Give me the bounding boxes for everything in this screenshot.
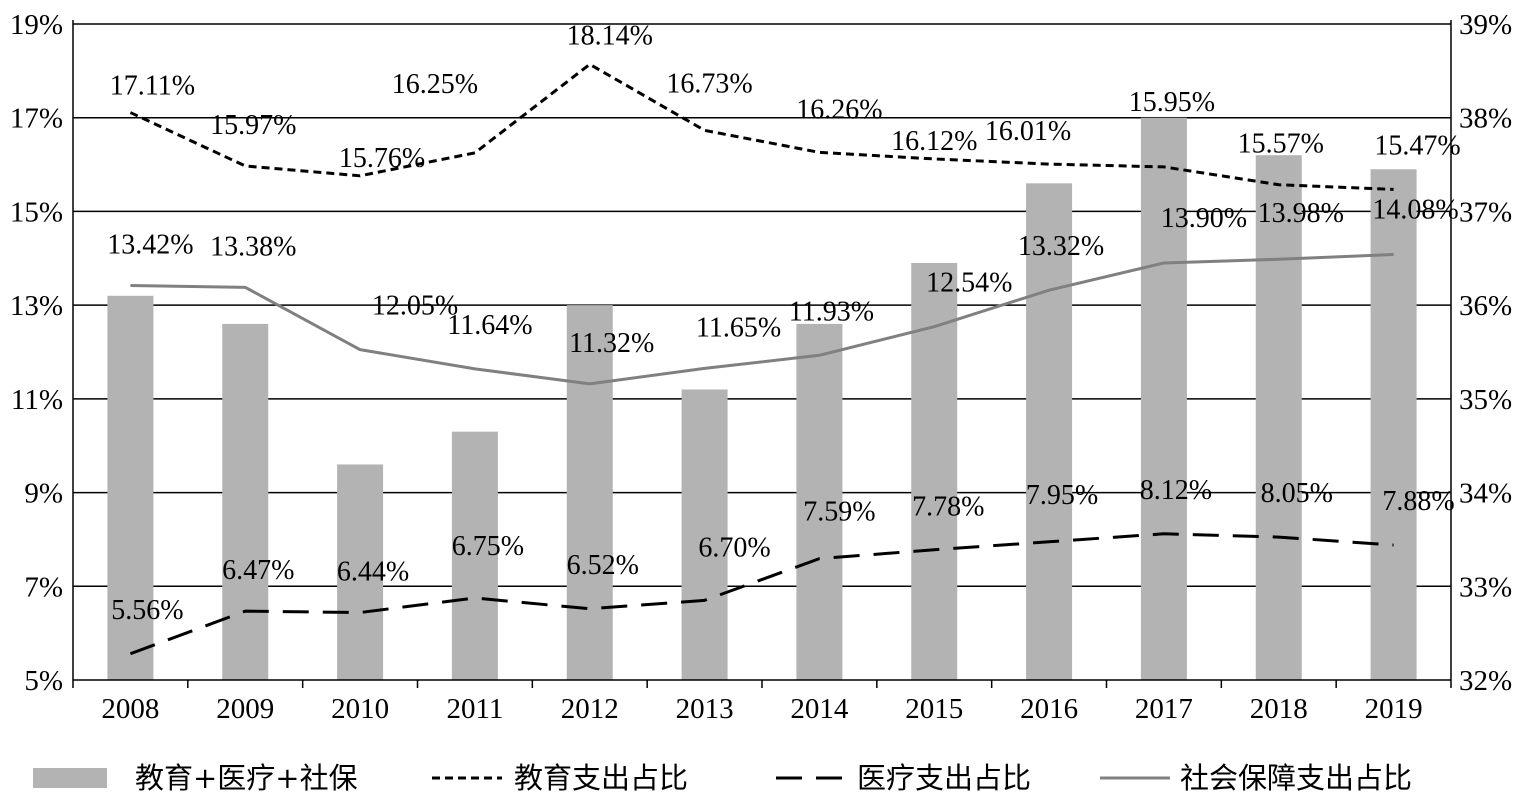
y-right-tick-label: 33%	[1459, 571, 1512, 603]
data-labels: 17.11% 15.97% 15.76% 16.25% 18.14% 16.73% 16.2…	[107, 20, 1460, 625]
x-tick-label: 2014	[790, 693, 849, 725]
x-tick-label: 2009	[216, 693, 274, 725]
y-right-tick-label: 36%	[1459, 290, 1512, 322]
series-line	[130, 253, 1394, 386]
line-series	[129, 62, 1394, 656]
bar	[911, 262, 958, 680]
data-label: 7.78%	[912, 492, 984, 523]
data-label: 12.54%	[926, 268, 1012, 299]
y-right-tick-label: 32%	[1459, 665, 1512, 697]
data-label: 6.75%	[452, 531, 524, 562]
data-label: 8.12%	[1140, 475, 1212, 506]
legend-label: 教育支出占比	[514, 761, 688, 795]
y-left-tick-label: 11%	[11, 384, 63, 416]
data-label: 16.73%	[666, 68, 752, 99]
data-label: 8.05%	[1261, 478, 1333, 509]
data-label: 7.88%	[1382, 486, 1454, 517]
bar	[107, 295, 154, 680]
data-label: 7.59%	[803, 497, 875, 528]
x-tick-label: 2012	[561, 693, 619, 725]
data-label: 18.14%	[567, 20, 653, 51]
series-line	[129, 62, 1394, 191]
data-label: 6.70%	[698, 532, 770, 563]
data-label: 15.95%	[1129, 87, 1215, 118]
y-left-tick-label: 17%	[10, 103, 63, 135]
data-label: 11.32%	[569, 328, 654, 359]
axes: 5% 7% 9% 11% 13% 15% 17% 19% 32% 33% 34% 35% 36% 37% 3…	[10, 9, 1512, 725]
data-label: 13.38%	[210, 231, 296, 262]
y-left-tick-label: 9%	[24, 478, 63, 510]
data-label: 7.95%	[1026, 480, 1098, 511]
x-tick-label: 2019	[1365, 693, 1423, 725]
y-right-tick-label: 35%	[1459, 384, 1512, 416]
data-label: 13.32%	[1018, 231, 1104, 262]
bar	[566, 305, 613, 680]
y-right-tick-label: 38%	[1459, 103, 1512, 135]
bar	[222, 323, 269, 680]
y-left-tick-label: 5%	[24, 665, 63, 697]
data-label: 6.52%	[567, 550, 639, 581]
data-label: 15.57%	[1238, 129, 1324, 160]
y-right-tick-label: 37%	[1459, 196, 1512, 228]
data-label: 13.90%	[1161, 203, 1247, 234]
y-left-tick-label: 13%	[10, 290, 63, 322]
y-right-tick-label: 39%	[1459, 9, 1512, 41]
x-tick-label: 2011	[446, 693, 503, 725]
bar	[337, 464, 384, 680]
data-label: 12.05%	[372, 291, 458, 322]
data-label: 16.26%	[796, 94, 882, 125]
bar	[1026, 183, 1073, 681]
data-label: 16.12%	[891, 126, 977, 157]
y-left-tick-label: 7%	[24, 571, 63, 603]
data-label: 5.56%	[111, 595, 183, 626]
legend: 教育+医疗+社保 教育支出占比 医疗支出占比 社会保障支出占比	[33, 761, 1412, 795]
x-tick-label: 2017	[1135, 693, 1193, 725]
legend-label: 教育+医疗+社保	[135, 761, 358, 795]
data-label: 14.08%	[1372, 195, 1458, 226]
bar-series	[107, 117, 1417, 681]
data-label: 15.47%	[1374, 130, 1460, 161]
data-label: 15.97%	[210, 110, 296, 141]
y-left-tick-label: 19%	[10, 9, 63, 41]
x-tick-label: 2010	[331, 693, 389, 725]
data-label: 11.65%	[696, 312, 781, 343]
bar	[1370, 169, 1417, 680]
x-tick-label: 2013	[676, 693, 734, 725]
data-label: 11.93%	[789, 296, 874, 327]
y-right-tick-label: 34%	[1459, 478, 1512, 510]
data-label: 6.47%	[222, 555, 294, 586]
x-tick-label: 2015	[905, 693, 963, 725]
legend-label: 社会保障支出占比	[1180, 761, 1412, 795]
x-tick-label: 2016	[1020, 693, 1078, 725]
data-label: 15.76%	[339, 143, 425, 174]
gridlines	[73, 23, 1451, 588]
y-left-tick-label: 15%	[10, 196, 63, 228]
legend-swatch	[33, 768, 107, 788]
data-label: 16.25%	[392, 69, 478, 100]
data-label: 11.64%	[447, 310, 532, 341]
bar	[451, 431, 498, 680]
x-tick-label: 2008	[101, 693, 159, 725]
bar	[796, 323, 843, 680]
data-label: 13.42%	[107, 229, 193, 260]
data-label: 6.44%	[337, 557, 409, 588]
data-label: 13.98%	[1258, 198, 1344, 229]
data-label: 17.11%	[110, 71, 195, 102]
legend-label: 医疗支出占比	[857, 761, 1031, 795]
bar	[681, 389, 728, 680]
x-tick-label: 2018	[1250, 693, 1308, 725]
series-line	[129, 532, 1394, 656]
data-label: 16.01%	[985, 116, 1071, 147]
bar	[1255, 155, 1302, 680]
bar	[1140, 117, 1187, 680]
